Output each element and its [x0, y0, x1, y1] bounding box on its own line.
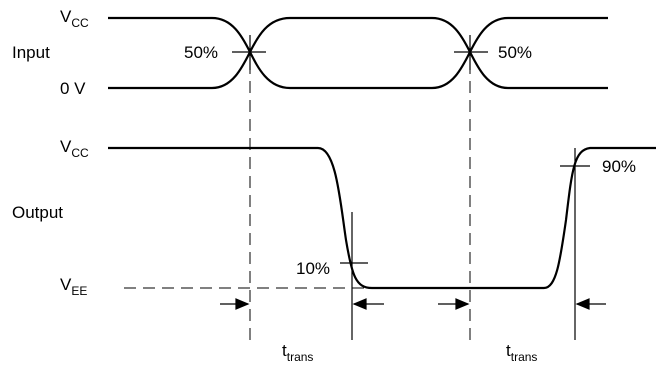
output-label: Output	[12, 203, 64, 222]
t-trans-left-label: ttrans	[282, 341, 314, 364]
output-trace	[108, 146, 656, 290]
input-trace-low	[108, 16, 608, 90]
input-50pct-ticks	[232, 35, 488, 70]
input-50pct-left-label: 50%	[184, 43, 219, 62]
vcc-output-label: VCC	[60, 137, 89, 160]
input-trace-high	[108, 16, 608, 90]
t-trans-right-label: ttrans	[506, 341, 538, 364]
pct90-label: 90%	[602, 157, 637, 176]
guide-lines	[249, 62, 471, 340]
output-pct-ticks	[340, 148, 590, 340]
zero-v-label: 0 V	[60, 79, 86, 98]
pct10-label: 10%	[296, 259, 331, 278]
vcc-input-label: VCC	[60, 7, 89, 30]
input-50pct-right-label: 50%	[498, 43, 533, 62]
dimension-arrows	[220, 298, 606, 310]
vee-label: VEE	[60, 275, 88, 298]
input-label: Input	[12, 43, 50, 62]
